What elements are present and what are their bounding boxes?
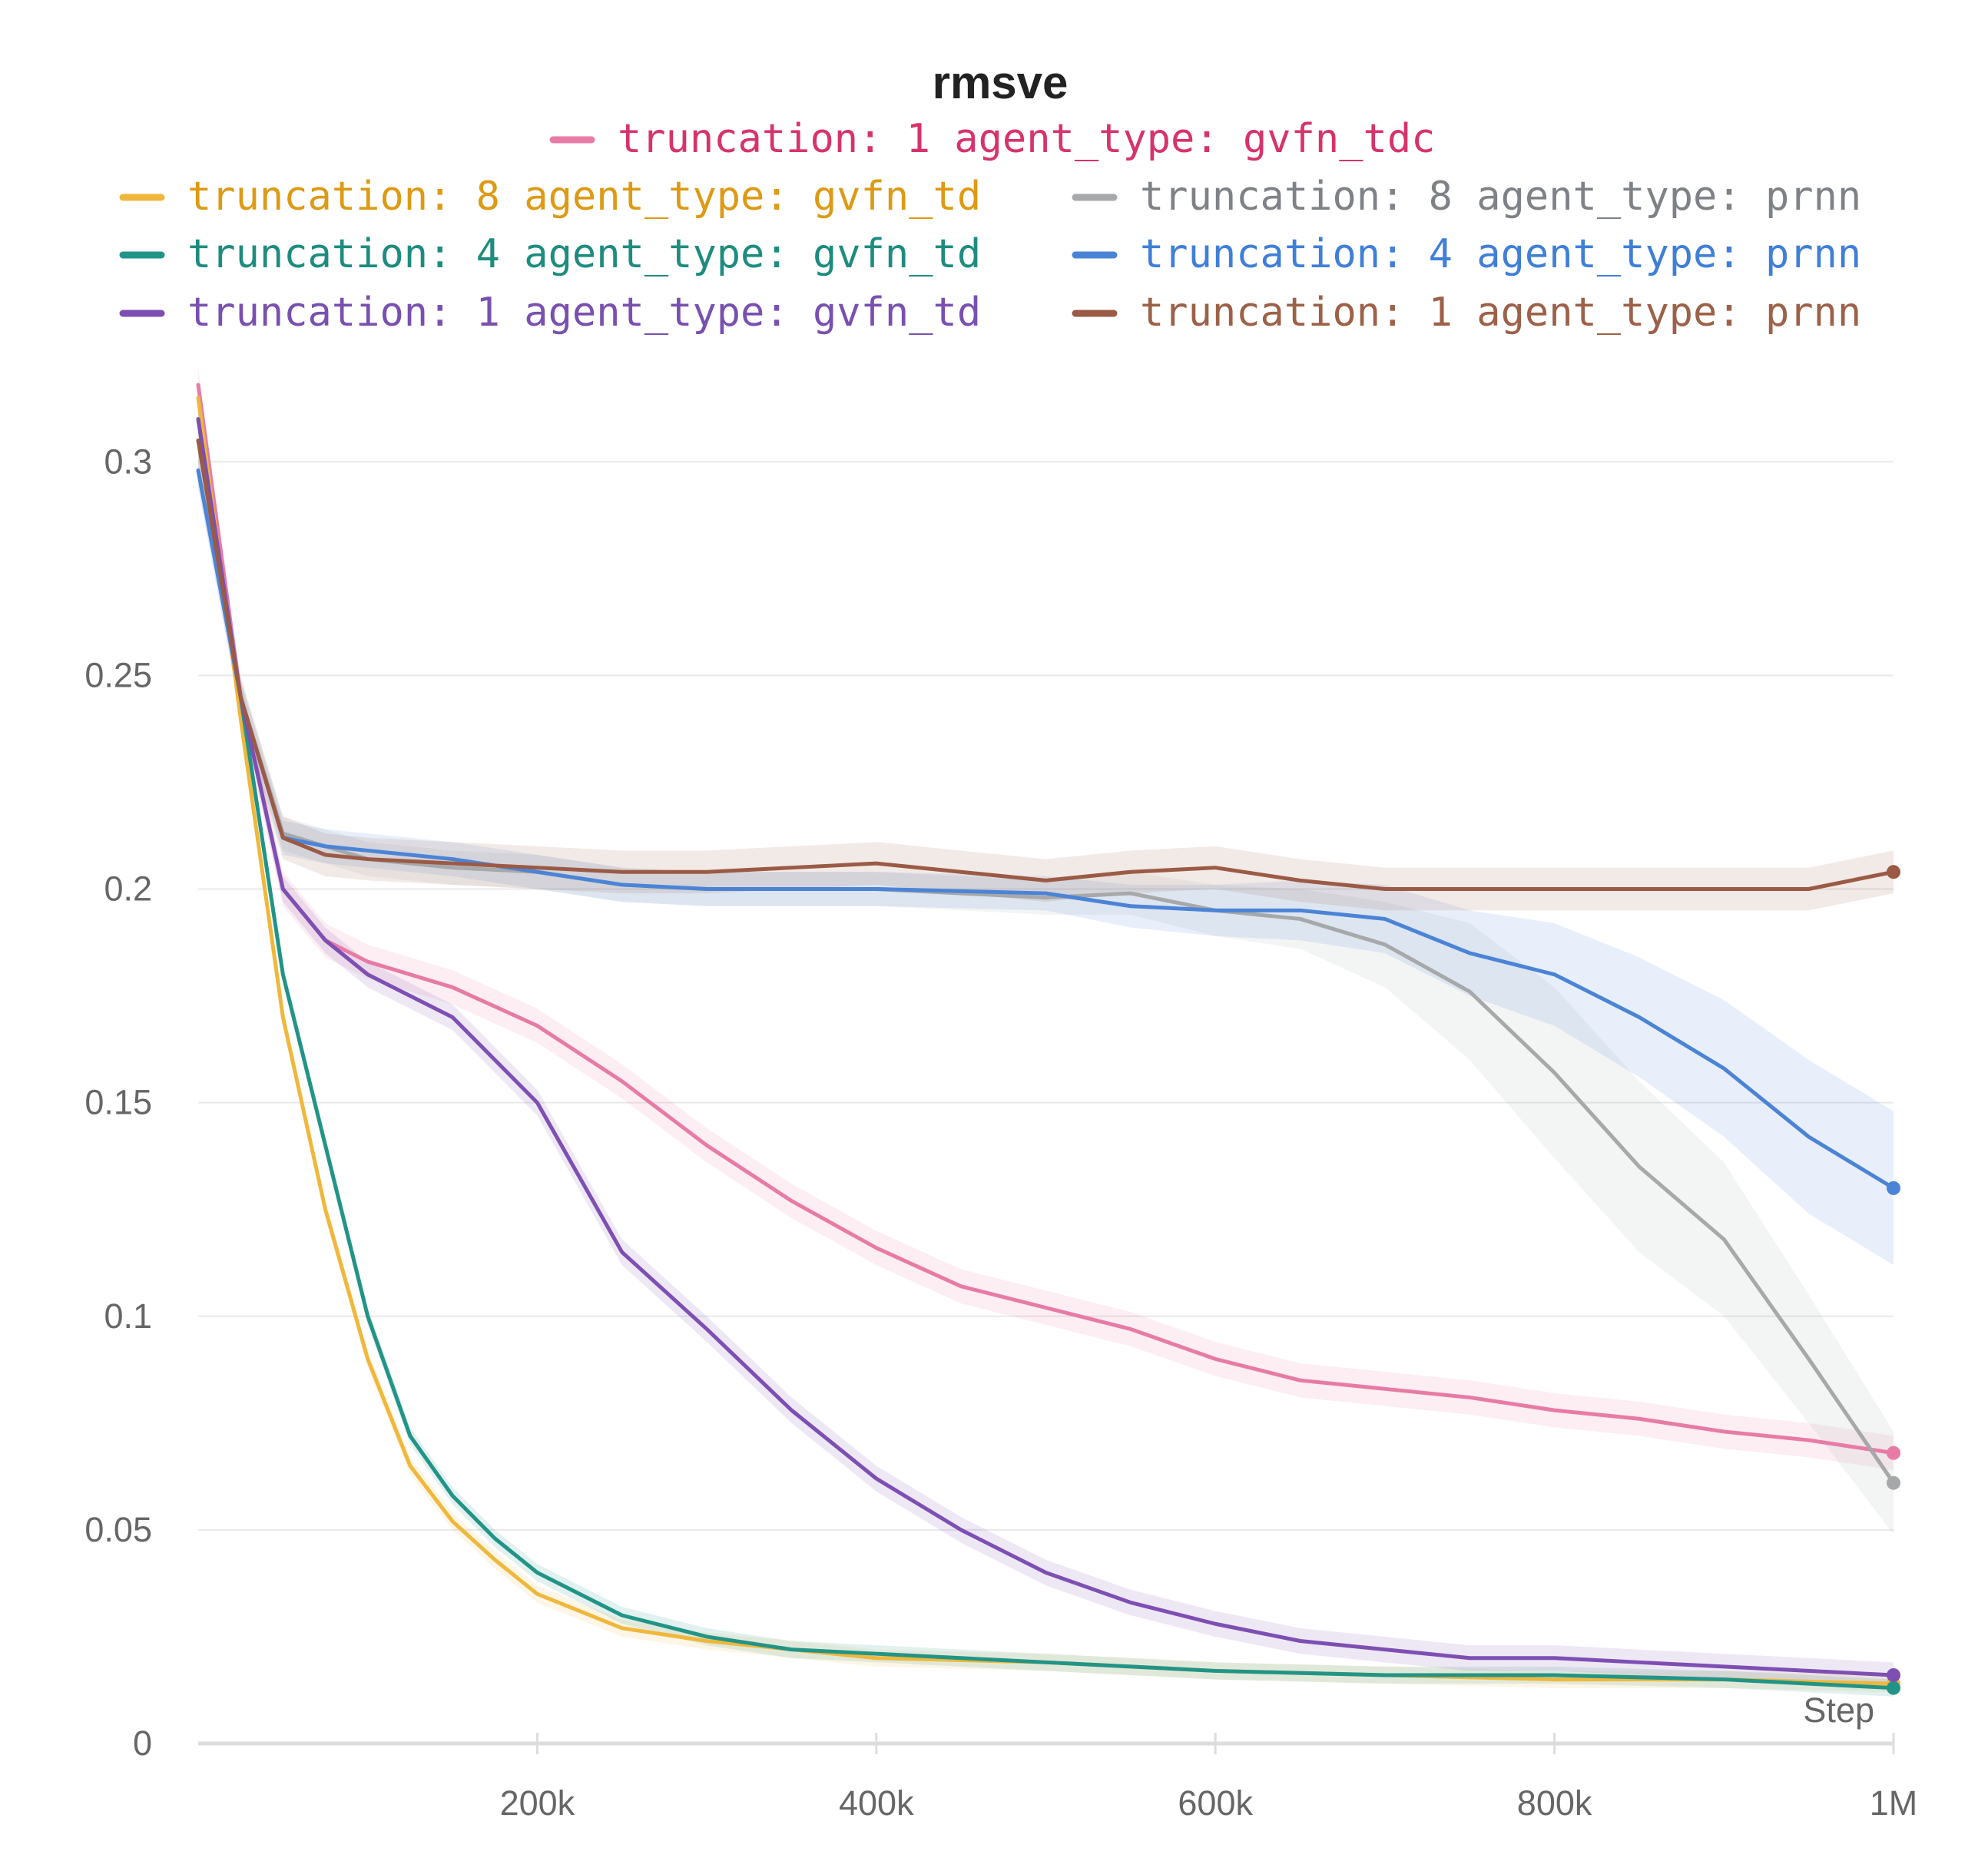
- confidence-bands: [198, 367, 1894, 1697]
- series-endpoint: [1887, 1445, 1900, 1460]
- series-band: [198, 453, 1894, 1535]
- legend-label: truncation: 8 agent_type: gvfn_td: [187, 174, 981, 220]
- series-line: [196, 438, 1896, 891]
- x-tick-label: 200k: [500, 1783, 575, 1823]
- series-endpoints: [1887, 865, 1900, 1695]
- series-endpoint: [1887, 1681, 1900, 1695]
- x-axis: 200k 400k 600k 800k 1M: [198, 1733, 1917, 1823]
- y-tick-label: 0.25: [84, 655, 152, 694]
- legend-label: truncation: 4 agent_type: prnn: [1140, 231, 1861, 277]
- y-axis: 0 0.05 0.1 0.15 0.2 0.25 0.3: [84, 442, 152, 1763]
- x-tick-label: 600k: [1178, 1783, 1253, 1823]
- legend-label: truncation: 4 agent_type: gvfn_td: [187, 231, 981, 277]
- y-tick-label: 0: [133, 1724, 152, 1763]
- gridlines: [198, 461, 1894, 1531]
- legend-item: truncation: 1 agent_type: gvfn_td: [119, 290, 981, 336]
- legend-label: truncation: 1 agent_type: gvfn_tdc: [618, 116, 1435, 162]
- y-tick-label: 0.3: [104, 442, 152, 481]
- legend-item: truncation: 8 agent_type: prnn: [1072, 174, 1861, 220]
- series-line: [196, 468, 1896, 1190]
- series-band: [198, 419, 1894, 911]
- y-tick-label: 0.2: [104, 869, 152, 909]
- x-axis-label: Step: [1803, 1691, 1874, 1730]
- x-tick-label: 1M: [1870, 1783, 1918, 1823]
- series-endpoint: [1887, 1668, 1900, 1682]
- legend-item: truncation: 1 agent_type: prnn: [1072, 290, 1861, 336]
- y-tick-label: 0.15: [84, 1083, 152, 1122]
- y-tick-label: 0.05: [84, 1510, 152, 1549]
- series-lines: [196, 382, 1896, 1691]
- legend-item: truncation: 1 agent_type: gvfn_tdc: [549, 116, 1435, 162]
- series-band: [198, 367, 1894, 1470]
- legend-label: truncation: 1 agent_type: gvfn_td: [187, 290, 981, 336]
- legend-item: truncation: 8 agent_type: gvfn_td: [119, 174, 981, 220]
- series-endpoint: [1887, 1181, 1900, 1195]
- legend-item: truncation: 4 agent_type: prnn: [1072, 231, 1861, 277]
- legend-label: truncation: 8 agent_type: prnn: [1140, 174, 1861, 220]
- series-line: [196, 417, 1896, 1691]
- x-tick-label: 800k: [1517, 1783, 1592, 1823]
- y-tick-label: 0.1: [104, 1296, 152, 1336]
- series-line: [196, 382, 1896, 1455]
- series-endpoint: [1887, 865, 1900, 879]
- legend: truncation: 1 agent_type: gvfn_tdctrunca…: [119, 116, 1861, 336]
- series-endpoint: [1887, 1475, 1900, 1490]
- series-line: [196, 417, 1896, 1677]
- legend-label: truncation: 1 agent_type: prnn: [1140, 290, 1861, 336]
- legend-item: truncation: 4 agent_type: gvfn_td: [119, 231, 981, 277]
- series-band: [198, 453, 1894, 1265]
- chart-title: rmsve: [933, 57, 1069, 108]
- x-tick-label: 400k: [839, 1783, 914, 1823]
